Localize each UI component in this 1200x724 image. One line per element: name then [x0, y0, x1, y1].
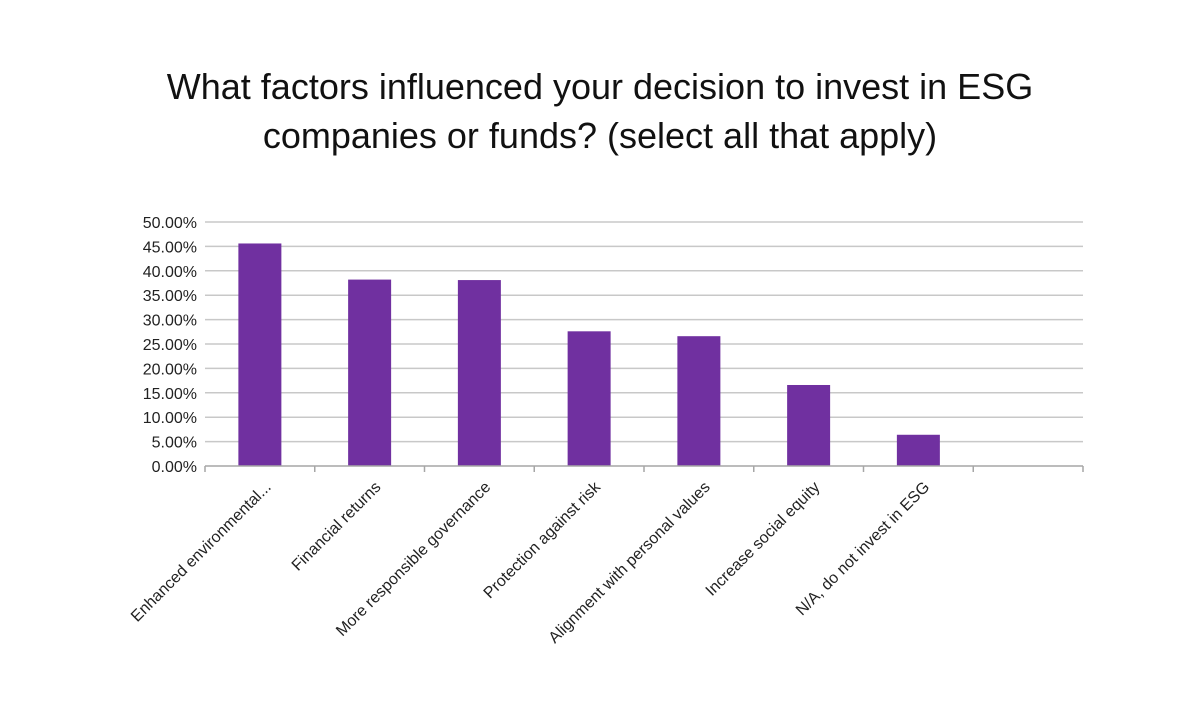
y-tick-label: 0.00%: [152, 459, 197, 476]
x-axis: [204, 465, 1084, 472]
bar: [348, 279, 392, 466]
bar: [567, 331, 611, 466]
y-tick-label: 50.00%: [143, 215, 197, 232]
x-axis-category-labels: Enhanced environmental... Financial retur…: [128, 478, 933, 647]
y-tick-label: 5.00%: [152, 435, 197, 452]
bar: [457, 280, 501, 466]
x-category-label: Protection against risk: [481, 478, 605, 602]
bar: [677, 336, 721, 466]
bars: [238, 243, 940, 466]
gridlines: [205, 221, 1083, 443]
bar: [787, 384, 831, 466]
bar: [238, 243, 282, 466]
y-tick-label: 30.00%: [143, 313, 197, 330]
x-category-label: Enhanced environmental...: [128, 479, 275, 626]
chart-title: What factors influenced your decision to…: [166, 66, 1034, 156]
y-tick-label: 35.00%: [143, 288, 197, 305]
x-category-label: Financial returns: [289, 479, 385, 575]
y-tick-label: 40.00%: [143, 264, 197, 281]
y-tick-label: 15.00%: [143, 386, 197, 403]
x-category-label: Increase social equity: [703, 479, 824, 600]
y-tick-label: 45.00%: [143, 239, 197, 256]
y-tick-label: 20.00%: [143, 361, 197, 378]
y-axis-tick-labels: 0.00% 5.00% 10.00% 15.00% 20.00% 25.00% 30.00%…: [143, 215, 197, 476]
y-tick-label: 25.00%: [143, 337, 197, 354]
bar: [896, 434, 940, 466]
y-tick-label: 10.00%: [143, 410, 197, 427]
